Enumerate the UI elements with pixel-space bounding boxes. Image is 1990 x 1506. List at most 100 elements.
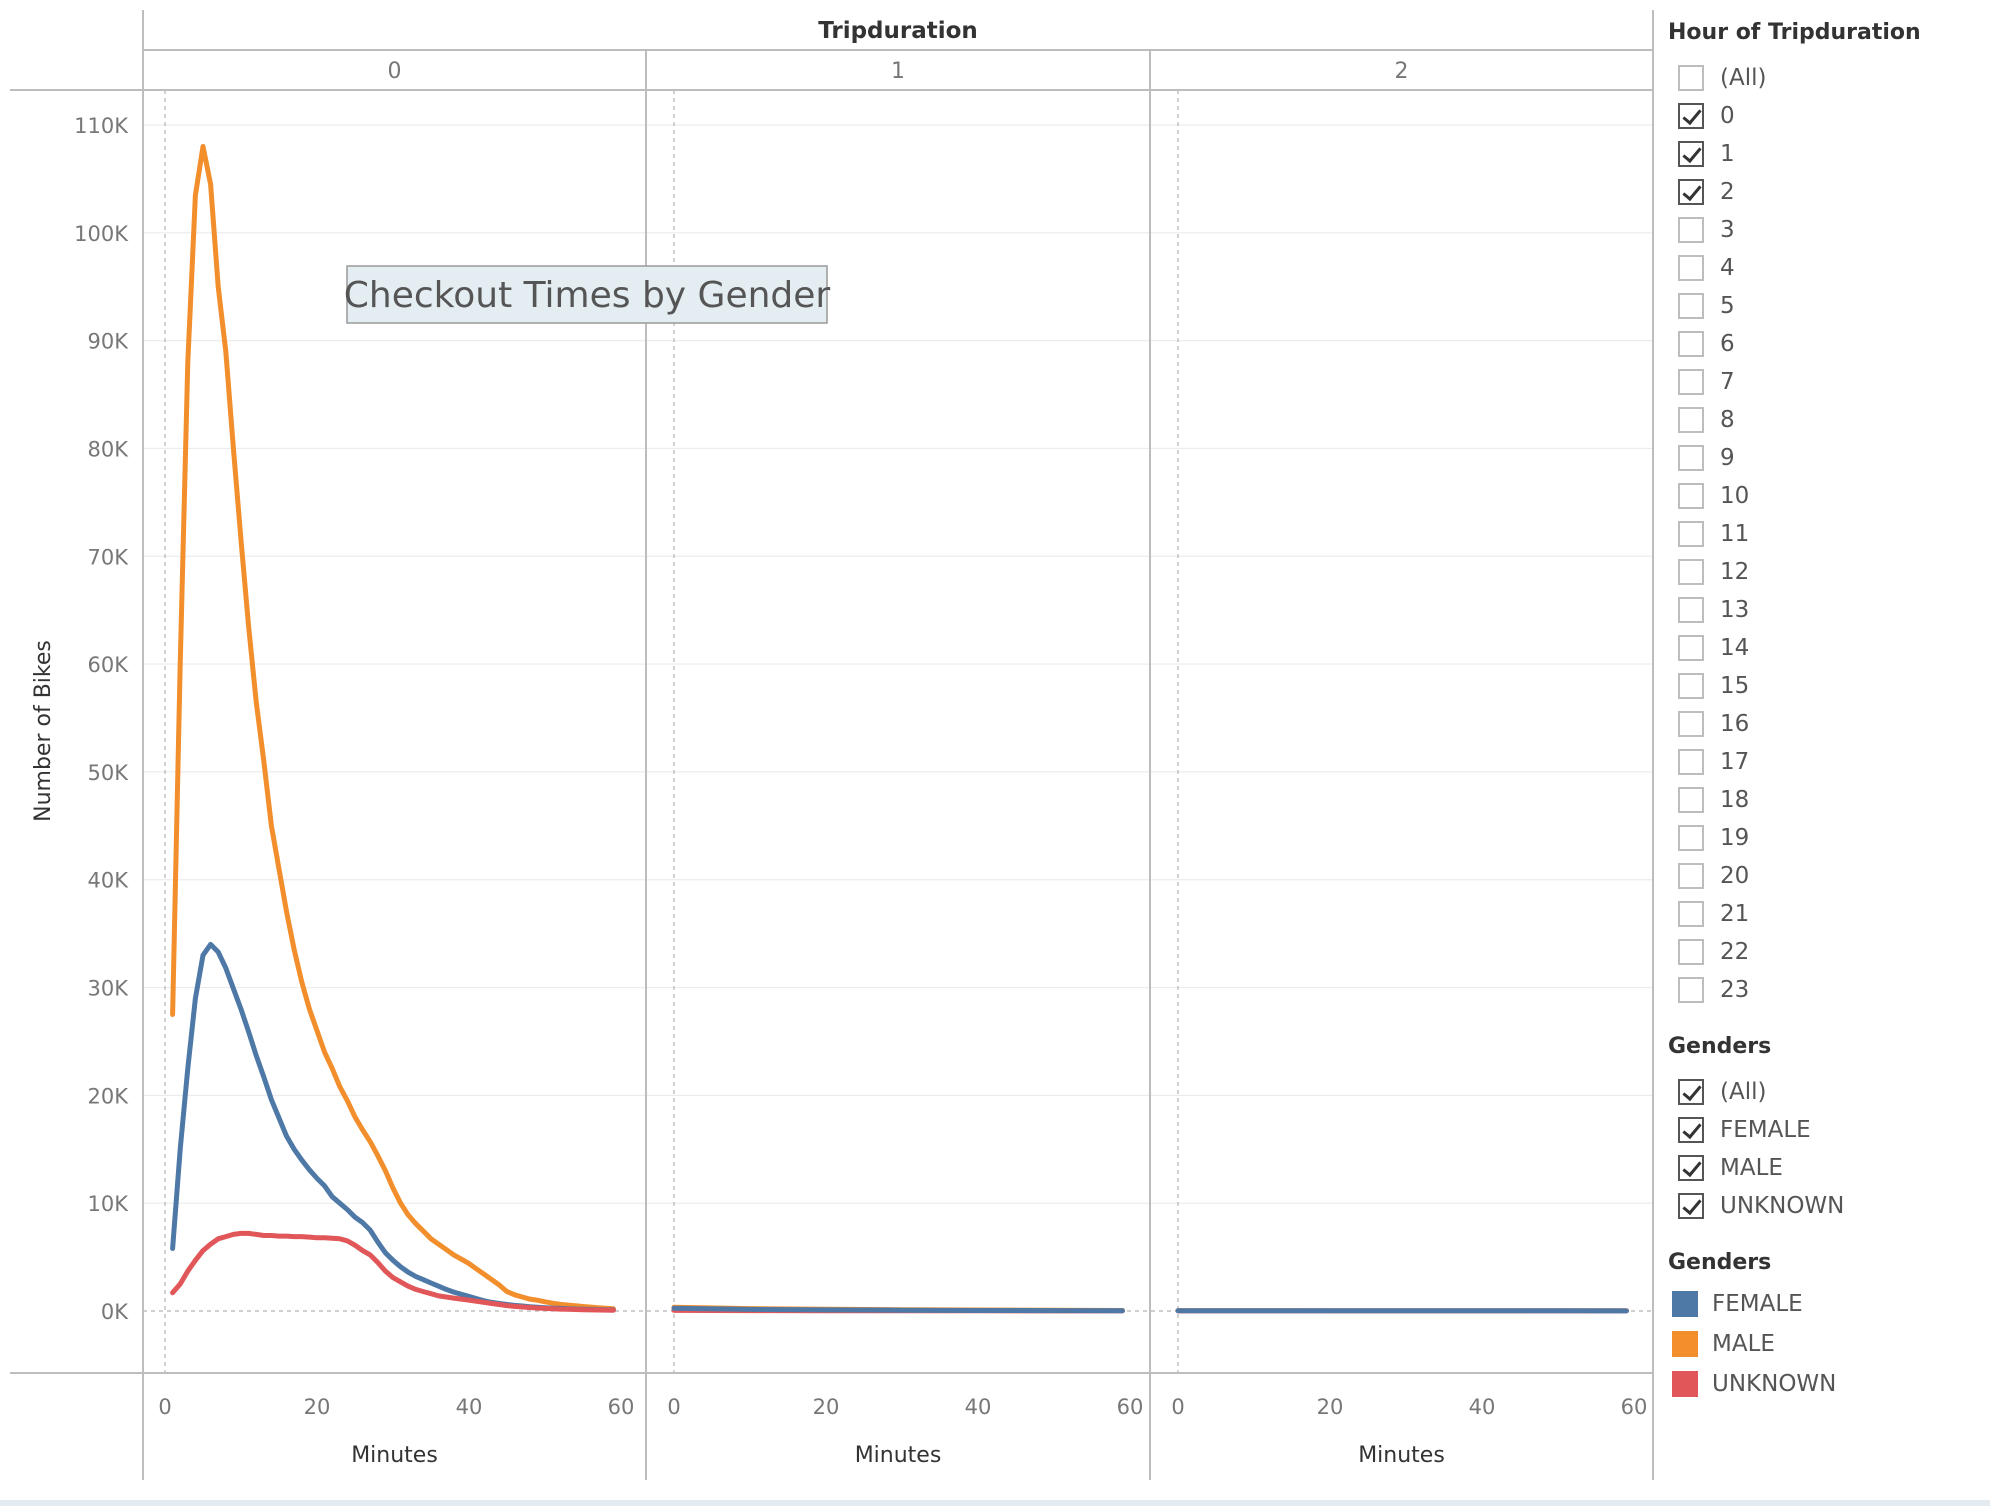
hour-filter-option[interactable]: 22 xyxy=(1678,933,1749,971)
hour-filter-option[interactable]: 9 xyxy=(1678,439,1735,477)
hour-filter-option[interactable]: 14 xyxy=(1678,629,1749,667)
y-axis-title: Number of Bikes xyxy=(31,640,56,822)
hour-filter-option[interactable]: 19 xyxy=(1678,819,1749,857)
checkbox-label: 15 xyxy=(1720,673,1750,699)
checkbox[interactable] xyxy=(1678,293,1704,319)
checkbox[interactable] xyxy=(1678,445,1704,471)
checkbox[interactable] xyxy=(1678,521,1704,547)
hour-filter-option[interactable]: (All) xyxy=(1678,59,1766,97)
series-line-female xyxy=(170,941,616,1313)
checkbox-label: 19 xyxy=(1720,825,1750,851)
checkbox-label: 12 xyxy=(1720,559,1750,585)
checkbox[interactable] xyxy=(1678,559,1704,585)
gender-filter-option[interactable]: (All) xyxy=(1678,1073,1766,1111)
x-tick-label: 20 xyxy=(813,1395,840,1419)
hour-filter-option[interactable]: 12 xyxy=(1678,553,1749,591)
checkbox[interactable] xyxy=(1678,673,1704,699)
x-tick-label: 20 xyxy=(304,1395,331,1419)
checkbox[interactable] xyxy=(1678,331,1704,357)
series-line-male xyxy=(170,144,616,1312)
hour-filter-option[interactable]: 0 xyxy=(1678,97,1735,135)
checkbox-label: (All) xyxy=(1720,65,1767,91)
legend-label: UNKNOWN xyxy=(1712,1371,1837,1397)
checkbox[interactable] xyxy=(1678,103,1704,129)
checkbox[interactable] xyxy=(1678,1155,1704,1181)
checkbox[interactable] xyxy=(1678,939,1704,965)
checkbox[interactable] xyxy=(1678,597,1704,623)
legend-swatch xyxy=(1672,1331,1698,1357)
checkbox[interactable] xyxy=(1678,217,1704,243)
hour-filter-option[interactable]: 3 xyxy=(1678,211,1735,249)
checkbox[interactable] xyxy=(1678,483,1704,509)
checkbox[interactable] xyxy=(1678,369,1704,395)
checkbox[interactable] xyxy=(1678,863,1704,889)
panel-header-label: 0 xyxy=(388,59,402,84)
checkbox-label: 10 xyxy=(1720,483,1750,509)
checkbox[interactable] xyxy=(1678,407,1704,433)
y-tick-label: 50K xyxy=(88,761,130,785)
x-tick-label: 20 xyxy=(1317,1395,1344,1419)
checkbox-label: 21 xyxy=(1720,901,1750,927)
hour-filter-option[interactable]: 7 xyxy=(1678,363,1735,401)
checkbox[interactable] xyxy=(1678,825,1704,851)
series-line-female xyxy=(671,1305,1125,1314)
hour-filter-option[interactable]: 20 xyxy=(1678,857,1749,895)
hour-filter-option[interactable]: 15 xyxy=(1678,667,1749,705)
legend-item-unknown[interactable]: UNKNOWN xyxy=(1672,1367,1836,1401)
y-tick-label: 90K xyxy=(88,330,130,354)
hour-filter-option[interactable]: 4 xyxy=(1678,249,1735,287)
y-tick-label: 20K xyxy=(88,1084,130,1108)
x-tick-label: 60 xyxy=(1621,1395,1648,1419)
hour-filter-option[interactable]: 23 xyxy=(1678,971,1749,1009)
checkbox[interactable] xyxy=(1678,787,1704,813)
column-header: Tripduration xyxy=(818,18,978,44)
checkbox[interactable] xyxy=(1678,179,1704,205)
checkbox-label: (All) xyxy=(1720,1079,1767,1105)
x-tick-label: 40 xyxy=(965,1395,992,1419)
gender-filter-option[interactable]: UNKNOWN xyxy=(1678,1187,1844,1225)
legend-item-male[interactable]: MALE xyxy=(1672,1327,1775,1361)
hour-filter-option[interactable]: 13 xyxy=(1678,591,1749,629)
checkbox-label: UNKNOWN xyxy=(1720,1193,1845,1219)
hour-filter-option[interactable]: 2 xyxy=(1678,173,1735,211)
checkbox-label: 23 xyxy=(1720,977,1750,1003)
checkbox[interactable] xyxy=(1678,1079,1704,1105)
hour-filter-option[interactable]: 8 xyxy=(1678,401,1735,439)
checkbox[interactable] xyxy=(1678,1193,1704,1219)
hour-filter-title: Hour of Tripduration xyxy=(1668,20,1921,45)
gender-filter-option[interactable]: FEMALE xyxy=(1678,1111,1811,1149)
checkbox[interactable] xyxy=(1678,977,1704,1003)
checkbox[interactable] xyxy=(1678,749,1704,775)
hour-filter-option[interactable]: 21 xyxy=(1678,895,1749,933)
checkbox[interactable] xyxy=(1678,711,1704,737)
legend-label: FEMALE xyxy=(1712,1291,1803,1317)
checkbox[interactable] xyxy=(1678,141,1704,167)
checkbox-label: 8 xyxy=(1720,407,1735,433)
hour-filter-option[interactable]: 6 xyxy=(1678,325,1735,363)
checkbox[interactable] xyxy=(1678,1117,1704,1143)
checkbox[interactable] xyxy=(1678,635,1704,661)
legend-label: MALE xyxy=(1712,1331,1775,1357)
hour-filter-option[interactable]: 11 xyxy=(1678,515,1749,553)
checkbox[interactable] xyxy=(1678,65,1704,91)
x-tick-label: 60 xyxy=(608,1395,635,1419)
checkbox[interactable] xyxy=(1678,901,1704,927)
hour-filter-option[interactable]: 17 xyxy=(1678,743,1749,781)
hour-filter-option[interactable]: 5 xyxy=(1678,287,1735,325)
checkbox-label: 7 xyxy=(1720,369,1735,395)
y-tick-label: 110K xyxy=(74,114,129,138)
legend-swatch xyxy=(1672,1291,1698,1317)
checkbox-label: 2 xyxy=(1720,179,1735,205)
hour-filter-option[interactable]: 10 xyxy=(1678,477,1749,515)
axis-labels: Tripduration Number of Bikes 0K 10K 20K 30K… xyxy=(31,18,1647,1468)
hour-filter-option[interactable]: 16 xyxy=(1678,705,1749,743)
legend-item-female[interactable]: FEMALE xyxy=(1672,1287,1803,1321)
hour-filter-option[interactable]: 18 xyxy=(1678,781,1749,819)
y-tick-label: 100K xyxy=(74,222,129,246)
y-tick-label: 40K xyxy=(88,869,130,893)
x-axis-title: Minutes xyxy=(351,1443,438,1468)
gender-filter-option[interactable]: MALE xyxy=(1678,1149,1783,1187)
hour-filter-option[interactable]: 1 xyxy=(1678,135,1735,173)
gridlines xyxy=(143,90,1653,1373)
checkbox[interactable] xyxy=(1678,255,1704,281)
